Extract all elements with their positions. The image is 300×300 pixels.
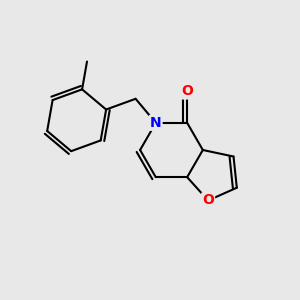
Text: N: N xyxy=(150,116,162,130)
Text: O: O xyxy=(181,85,193,98)
Text: O: O xyxy=(202,194,214,208)
